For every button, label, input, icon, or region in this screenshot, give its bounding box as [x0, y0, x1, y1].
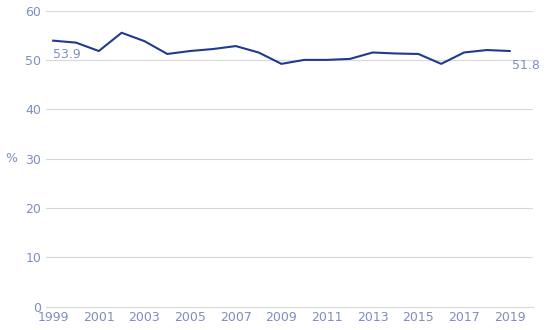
- Text: 51.8: 51.8: [512, 59, 540, 72]
- Y-axis label: %: %: [5, 152, 18, 165]
- Text: 53.9: 53.9: [53, 48, 81, 61]
